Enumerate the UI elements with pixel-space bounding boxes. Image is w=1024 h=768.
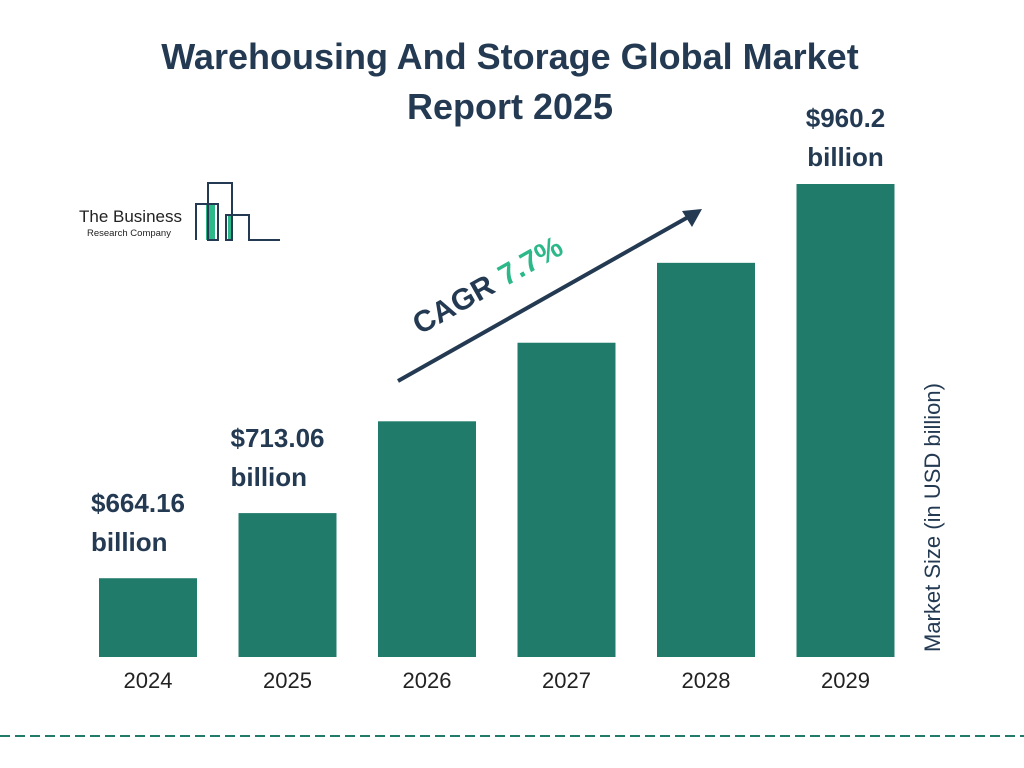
x-tick-label: 2029 <box>821 668 870 693</box>
data-label-value: $960.2 <box>806 103 886 133</box>
cagr-arrow-head <box>682 209 702 227</box>
x-tick-label: 2028 <box>682 668 731 693</box>
bar-2026 <box>378 421 476 657</box>
svg-text:CAGR7.7%: CAGR7.7% <box>407 230 568 341</box>
x-tick-label: 2027 <box>542 668 591 693</box>
y-axis-label: Market Size (in USD billion) <box>920 383 945 652</box>
logo-text-line1: The Business <box>79 207 182 226</box>
data-labels-group: $664.16 billion $713.06 billion $960.2 billio… <box>91 103 885 557</box>
bar-2028 <box>657 262 755 657</box>
x-tick-label: 2024 <box>124 668 173 693</box>
x-tick-label: 2026 <box>403 668 452 693</box>
bars-group <box>99 184 895 657</box>
bar-2027 <box>517 342 616 657</box>
x-ticks-group: 2024 2025 2026 2027 2028 2029 <box>124 668 870 693</box>
data-label-unit: billion <box>231 462 308 492</box>
data-label-unit: billion <box>91 527 168 557</box>
logo-text-line2: Research Company <box>87 228 171 239</box>
company-logo: The Business Research Company <box>79 182 280 241</box>
bar-2025 <box>238 513 337 657</box>
bar-2024 <box>99 578 197 657</box>
data-label-value: $664.16 <box>91 488 185 518</box>
data-label-unit: billion <box>807 142 884 172</box>
x-tick-label: 2025 <box>263 668 312 693</box>
cagr-value: 7.7% <box>493 230 569 292</box>
cagr-arrow-line <box>397 214 691 383</box>
bar-2029 <box>796 184 895 657</box>
data-label-value: $713.06 <box>231 423 325 453</box>
chart-title: Warehousing And Storage Global Market Re… <box>161 36 859 127</box>
